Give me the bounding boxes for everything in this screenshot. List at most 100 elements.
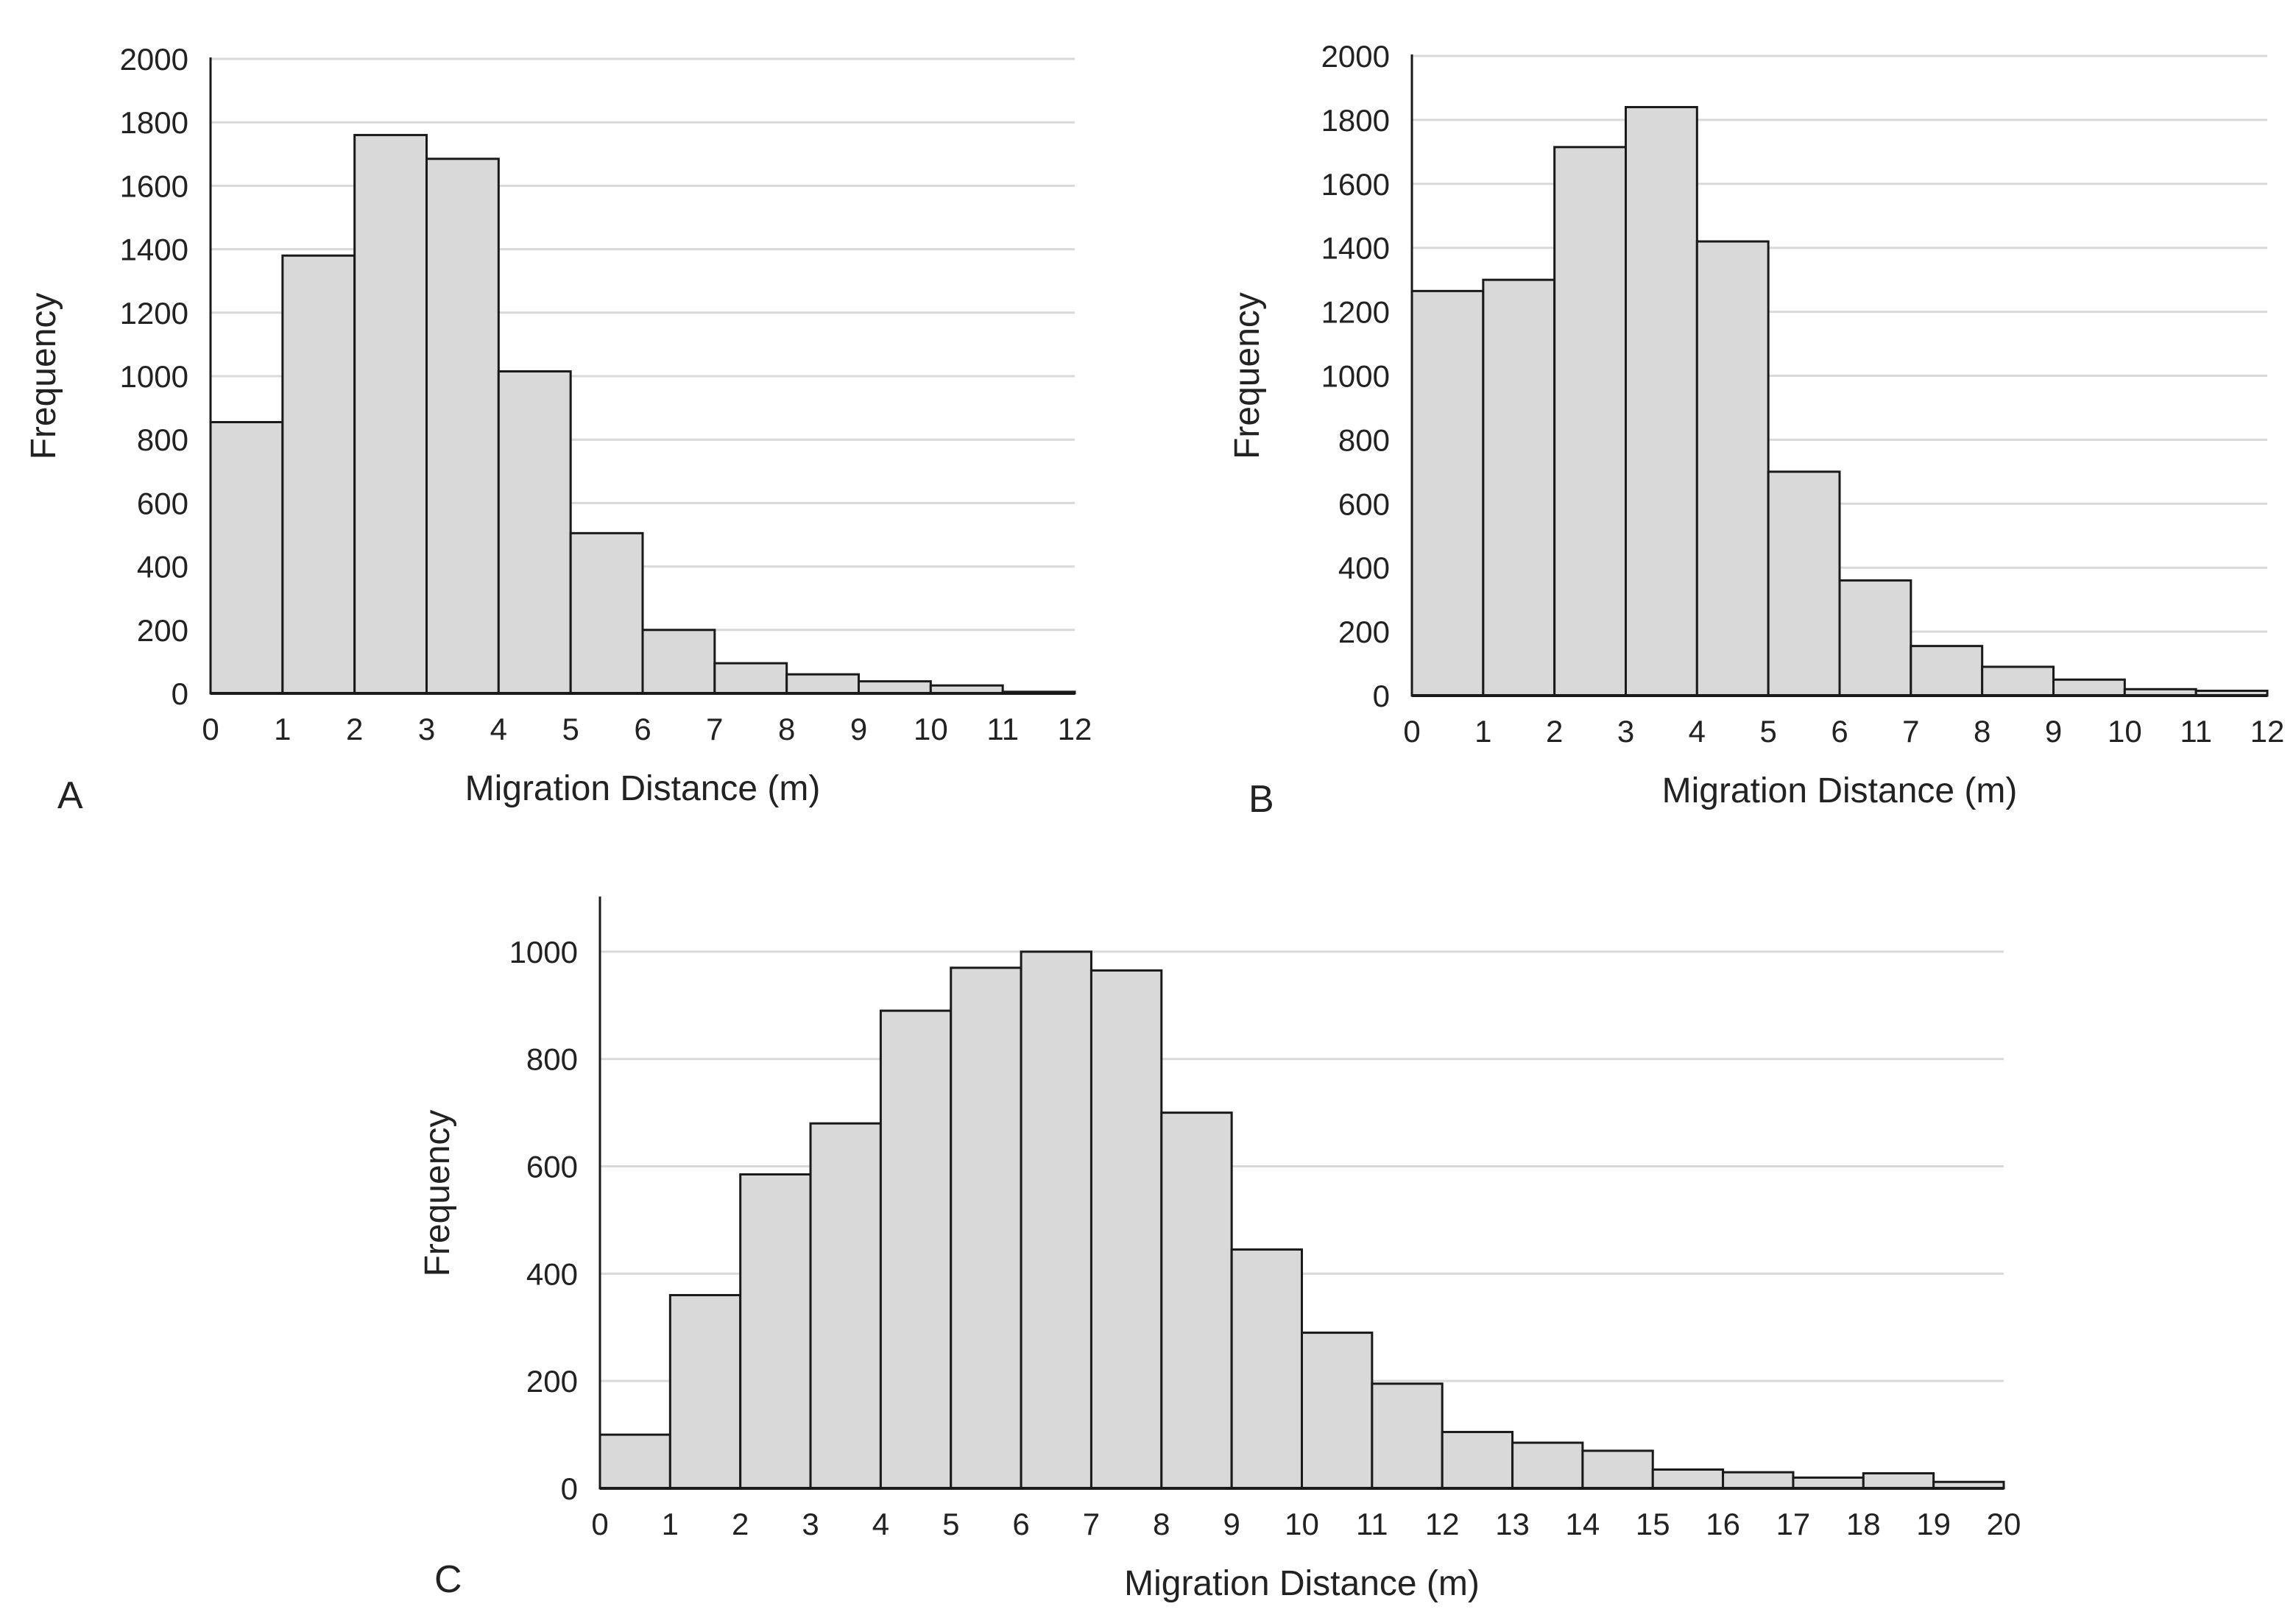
panel-b-y-tick-label: 1400 — [1321, 231, 1390, 266]
panel-a-y-tick-label: 600 — [137, 486, 188, 520]
panel-b-y-tick-label: 2000 — [1321, 39, 1390, 74]
panel-c-bar — [809, 1122, 882, 1490]
panel-c-x-tick-label: 0 — [591, 1507, 608, 1541]
panel-c-bar — [1792, 1476, 1865, 1490]
panel-c-x-tick-label: 18 — [1846, 1507, 1881, 1541]
panel-b-x-tick-label: 3 — [1617, 714, 1634, 749]
panel-a-bar — [209, 420, 284, 695]
panel-c-bar — [1160, 1111, 1233, 1490]
panel-c-x-tick-label: 17 — [1776, 1507, 1811, 1541]
panel-c-bar — [1301, 1332, 1374, 1490]
panel-c-x-tick-label: 19 — [1916, 1507, 1951, 1541]
panel-b-x-tick-label: 5 — [1759, 714, 1776, 749]
panel-b-x-tick-label: 10 — [2108, 714, 2142, 749]
panel-b-x-tick-label: 1 — [1474, 714, 1491, 749]
panel-b-y-tick-label: 1600 — [1321, 167, 1390, 202]
panel-c-x-tick-label: 6 — [1012, 1507, 1029, 1541]
panel-b-x-tick-label: 7 — [1902, 714, 1919, 749]
panel-b-y-tick-label: 800 — [1338, 423, 1390, 457]
panel-c-y-axis-title: Frequency — [418, 1110, 457, 1277]
panel-c-bar — [1020, 950, 1092, 1490]
panel-a-y-tick-label: 400 — [137, 550, 188, 584]
panel-a-bar — [785, 673, 860, 695]
panel-c-x-tick-label: 11 — [1356, 1507, 1388, 1541]
panel-c-bar — [1862, 1472, 1935, 1490]
panel-b-bar — [1981, 665, 2055, 697]
panel-c-x-tick-label: 14 — [1566, 1507, 1600, 1541]
panel-c-x-tick-label: 12 — [1425, 1507, 1460, 1541]
panel-a-y-tick-label: 1600 — [120, 169, 188, 203]
panel-b-x-tick-label: 11 — [2180, 714, 2212, 749]
panel-a-y-tick-label: 1000 — [120, 359, 188, 394]
panel-b-bar — [1553, 146, 1628, 697]
panel-c-y-tick-label: 600 — [526, 1150, 578, 1184]
panel-c-x-tick-label: 9 — [1223, 1507, 1240, 1541]
panel-c-y-tick-label: 0 — [561, 1471, 578, 1506]
panel-a-y-axis-title: Frequency — [24, 293, 63, 460]
panel-a-x-tick-label: 11 — [986, 712, 1019, 746]
panel-c-bar — [598, 1433, 671, 1490]
panel-b-x-tick-label: 2 — [1546, 714, 1563, 749]
panel-c-label: C — [434, 1558, 462, 1601]
panel-b-label: B — [1248, 778, 1274, 821]
panel-a-bar — [425, 158, 500, 695]
panel-a-y-tick-label: 1200 — [120, 296, 188, 330]
panel-c-y-tick-label: 1000 — [509, 935, 578, 969]
panel-c-x-tick-label: 10 — [1285, 1507, 1319, 1541]
panel-b-y-tick-label: 1800 — [1321, 103, 1390, 138]
panel-a-bar — [569, 531, 644, 695]
panel-a-x-tick-label: 12 — [1058, 712, 1092, 746]
panel-b-bar — [1767, 470, 1841, 697]
panel-a-bar — [713, 662, 788, 695]
panel-a-bar — [641, 629, 716, 695]
panel-a-y-tick-label: 0 — [172, 676, 188, 711]
panel-c-x-tick-label: 15 — [1636, 1507, 1670, 1541]
panel-b-y-tick-label: 0 — [1373, 679, 1390, 713]
panel-a-bar — [281, 254, 356, 695]
panel-b-x-tick-label: 12 — [2250, 714, 2285, 749]
panel-c-x-tick-label: 16 — [1706, 1507, 1740, 1541]
panel-b-x-tick-label: 0 — [1403, 714, 1420, 749]
panel-c-bar — [1511, 1441, 1584, 1490]
panel-c-bar — [1230, 1248, 1304, 1490]
panel-a-x-tick-label: 1 — [274, 712, 291, 746]
panel-c-x-tick-label: 20 — [1987, 1507, 2021, 1541]
panel-b-x-tick-label: 6 — [1831, 714, 1848, 749]
panel-c-x-tick-label: 3 — [802, 1507, 819, 1541]
panel-b-y-axis-title: Frequency — [1228, 292, 1267, 459]
panel-a-x-axis-title: Migration Distance (m) — [465, 769, 821, 808]
panel-a-bar — [858, 680, 932, 695]
panel-a-y-tick-label: 1800 — [120, 105, 188, 140]
panel-a-y-tick-label: 800 — [137, 423, 188, 457]
panel-c-x-tick-label: 8 — [1153, 1507, 1170, 1541]
panel-a-y-tick-label: 2000 — [120, 42, 188, 77]
panel-a-x-tick-label: 2 — [346, 712, 363, 746]
panel-c-bar — [950, 966, 1022, 1490]
panel-c-x-tick-label: 4 — [872, 1507, 889, 1541]
panel-b-x-tick-label: 9 — [2045, 714, 2062, 749]
panel-a-x-tick-label: 4 — [490, 712, 507, 746]
panel-a-x-tick-label: 6 — [634, 712, 651, 746]
panel-c-bar — [668, 1294, 742, 1490]
panel-c-x-axis-title: Migration Distance (m) — [1124, 1564, 1480, 1603]
panel-b-x-tick-label: 8 — [1974, 714, 1991, 749]
panel-b-x-axis-title: Migration Distance (m) — [1662, 771, 2018, 810]
panel-a-y-tick-label: 1400 — [120, 233, 188, 267]
panel-a-bar — [353, 133, 428, 695]
panel-a-bar — [497, 370, 572, 695]
panel-b-y-tick-label: 1000 — [1321, 359, 1390, 394]
panel-c-bar — [1581, 1449, 1654, 1490]
panel-c-y-tick-label: 400 — [526, 1256, 578, 1291]
panel-b-y-tick-label: 600 — [1338, 487, 1390, 521]
panel-a-x-tick-label: 10 — [914, 712, 948, 746]
panel-b-bar — [1910, 645, 1984, 697]
panel-a-x-tick-label: 9 — [850, 712, 867, 746]
panel-b-y-tick-label: 1200 — [1321, 295, 1390, 330]
panel-b-x-tick-label: 4 — [1689, 714, 1706, 749]
panel-c-bar — [1651, 1468, 1725, 1490]
panel-a-x-tick-label: 0 — [202, 712, 219, 746]
panel-c-bar — [1089, 969, 1163, 1490]
panel-b-bar — [1625, 106, 1698, 697]
panel-c-x-tick-label: 7 — [1083, 1507, 1100, 1541]
